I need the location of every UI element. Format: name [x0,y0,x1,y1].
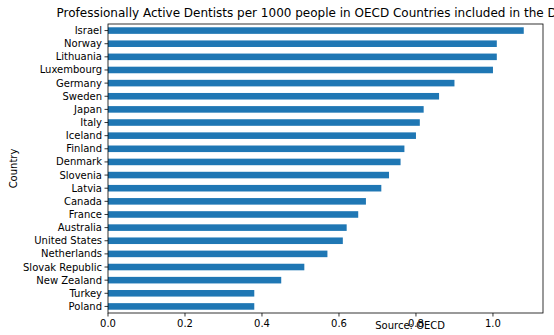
y-tick-label: New Zealand [36,275,102,286]
y-tick [105,30,109,31]
y-tick-label: Norway [64,38,102,49]
x-tick [338,313,339,317]
y-tick [105,122,109,123]
bar [108,119,420,126]
y-tick-label: Australia [58,222,102,233]
y-tick-label: Iceland [66,130,102,141]
bar [108,40,497,47]
y-tick [105,267,109,268]
y-tick [105,109,109,110]
bar [108,80,454,87]
y-tick [105,148,109,149]
chart-container: 0.00.20.40.60.81.0IsraelNorwayLithuaniaL… [0,0,554,335]
y-tick-label: Poland [69,301,102,312]
bar [108,54,497,61]
y-tick-label: Israel [75,25,102,36]
y-tick-label: Denmark [56,156,102,167]
y-tick [105,43,109,44]
plot-frame [108,24,543,313]
y-tick-label: Slovenia [59,170,102,181]
bar [108,290,254,297]
y-tick [105,214,109,215]
bar [108,277,281,284]
bar [108,224,347,231]
bar [108,211,358,218]
bar [108,264,304,271]
y-tick-label: Germany [56,78,102,89]
y-axis-label: Country [8,149,19,189]
y-tick [105,161,109,162]
x-tick-label: 0.0 [100,318,116,329]
y-tick-label: Luxembourg [40,64,102,75]
y-tick-label: Sweden [62,91,102,102]
y-tick-label: France [69,209,102,220]
background [0,0,554,335]
y-tick-label: Latvia [72,183,102,194]
bar [108,172,389,179]
bar [108,185,381,192]
y-tick-label: Lithuania [56,51,102,62]
bar [108,237,343,244]
x-tick [492,313,493,317]
bar [108,27,524,34]
bar [108,106,424,113]
y-tick [105,280,109,281]
y-tick [105,253,109,254]
y-tick [105,188,109,189]
y-tick [105,240,109,241]
x-tick [415,313,416,317]
bar [108,251,327,258]
y-tick [105,306,109,307]
bar [108,303,254,310]
y-tick-label: Slovak Republic [23,262,102,273]
x-tick-label: 0.4 [254,318,270,329]
y-tick [105,83,109,84]
bar [108,146,404,153]
x-tick-label: 0.6 [331,318,347,329]
bar [108,159,401,166]
y-tick [105,135,109,136]
y-tick [105,175,109,176]
y-tick-label: Italy [80,117,102,128]
y-tick [105,201,109,202]
y-tick [105,96,109,97]
x-tick [184,313,185,317]
bar [108,93,439,100]
bar [108,67,493,74]
y-tick [105,227,109,228]
bar [108,198,366,205]
bars [108,27,524,309]
x-tick [261,313,262,317]
bar [108,132,416,139]
x-tick [108,313,109,317]
y-tick-label: United States [34,235,102,246]
y-tick [105,293,109,294]
x-tick-label: 0.2 [177,318,193,329]
source-note: Source: OECD [375,320,445,331]
title: Professionally Active Dentists per 1000 … [57,6,554,20]
y-tick-label: Turkey [68,288,102,299]
y-tick-label: Netherlands [41,248,102,259]
y-tick [105,69,109,70]
y-tick [105,56,109,57]
y-tick-label: Finland [66,143,102,154]
chart-svg: 0.00.20.40.60.81.0IsraelNorwayLithuaniaL… [0,0,554,335]
y-tick-label: Japan [73,104,102,115]
y-tick-label: Canada [64,196,102,207]
x-tick-label: 1.0 [485,318,501,329]
